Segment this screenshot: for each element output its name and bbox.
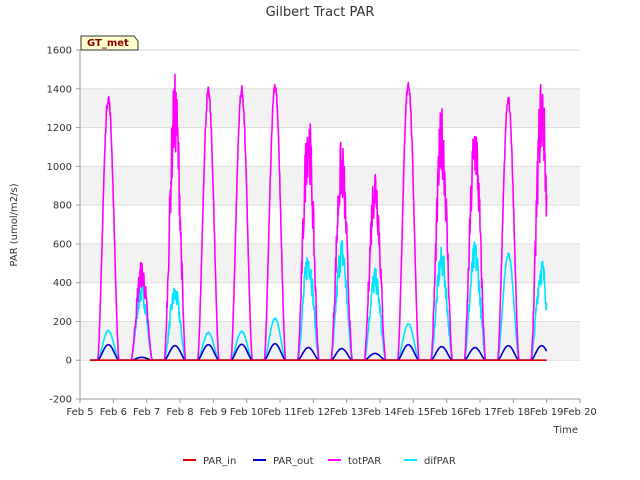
x-tick-label: Feb 13 <box>330 407 364 418</box>
x-tick-label: Feb 15 <box>397 407 431 418</box>
y-tick-label: 1200 <box>47 123 72 134</box>
legend-label-par-out: PAR_out <box>273 456 314 467</box>
site-badge: GT_met <box>80 35 139 51</box>
y-tick-label: 800 <box>53 201 72 212</box>
plot-band <box>80 321 580 361</box>
x-tick-label: Feb 11 <box>263 407 297 418</box>
series-line-totpar <box>89 73 548 362</box>
x-tick-label: Feb 8 <box>166 407 193 418</box>
x-tick-label: Feb 19 <box>530 407 564 418</box>
x-tick-label: Feb 17 <box>463 407 497 418</box>
series-totpar <box>89 73 548 362</box>
y-tick-label: -200 <box>49 395 72 406</box>
x-tick-label: Feb 16 <box>430 407 464 418</box>
x-tick-label: Feb 12 <box>297 407 331 418</box>
plot-band <box>80 243 580 283</box>
plot-band <box>80 166 580 206</box>
axes <box>79 50 580 400</box>
chart-title: Gilbert Tract PAR <box>266 5 375 20</box>
y-axis-ticks: -200 0 200 400 600 800 1000 1200 1400 1600 <box>47 46 80 406</box>
y-axis-title: PAR (umol/m2/s) <box>9 183 20 266</box>
legend-label-difpar: difPAR <box>424 456 456 467</box>
plot-band <box>80 205 580 244</box>
y-tick-label: 200 <box>53 317 72 328</box>
x-tick-label: Feb 5 <box>66 407 93 418</box>
plot-band <box>80 88 580 128</box>
legend: PAR_in PAR_out totPAR difPAR <box>183 456 456 467</box>
plot-band <box>80 127 580 167</box>
y-tick-label: 1000 <box>47 162 72 173</box>
plot-background <box>80 50 580 399</box>
legend-label-totpar: totPAR <box>348 456 381 467</box>
legend-label-par-in: PAR_in <box>203 456 236 467</box>
plot-band <box>80 282 580 322</box>
x-tick-label: Feb 9 <box>200 407 227 418</box>
y-tick-label: 600 <box>53 239 72 250</box>
y-tick-label: 0 <box>66 356 72 367</box>
y-tick-label: 400 <box>53 278 72 289</box>
site-badge-label: GT_met <box>87 38 129 49</box>
y-tick-label: 1600 <box>47 46 72 57</box>
x-tick-label: Feb 14 <box>363 407 397 418</box>
plot-band <box>80 50 580 89</box>
x-tick-label: Feb 7 <box>133 407 160 418</box>
x-tick-label: Feb 20 <box>563 407 597 418</box>
series-layer <box>89 73 548 362</box>
y-tick-label: 1400 <box>47 84 72 95</box>
x-axis-title: Time <box>553 425 578 436</box>
x-tick-label: Feb 10 <box>230 407 264 418</box>
x-tick-label: Feb 18 <box>497 407 531 418</box>
site-badge-box <box>80 35 139 51</box>
plot-band <box>80 360 580 399</box>
x-tick-label: Feb 6 <box>100 407 127 418</box>
x-axis-ticks: Feb 5 Feb 6 Feb 7 Feb 8 Feb 9 Feb 10 Feb 11 Feb… <box>66 399 597 418</box>
grid-lines <box>80 49 580 400</box>
